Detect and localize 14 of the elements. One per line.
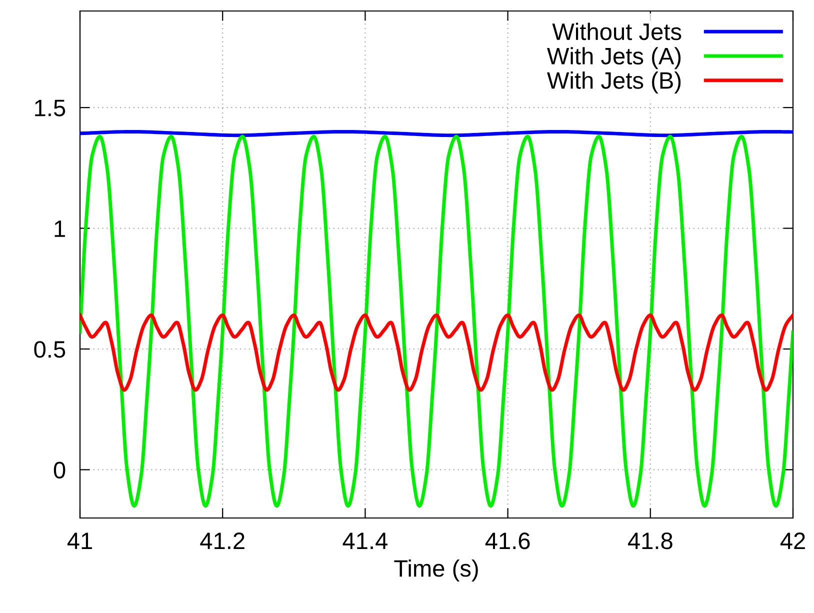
x-tick-label: 41.8 — [628, 532, 672, 550]
y-tick-label: 1.5 — [35, 100, 66, 116]
x-tick-label: 41.2 — [200, 532, 244, 549]
x-tick-label: 41 — [67, 532, 92, 549]
y-tick-label: 0 — [54, 462, 66, 478]
legend-label: With Jets (A) — [547, 47, 681, 70]
legend-label: With Jets (B) — [547, 72, 681, 94]
x-tick-label: 41.4 — [342, 532, 388, 549]
x-axis-title: Time (s) — [394, 559, 478, 582]
x-tick-label: 41.6 — [485, 532, 530, 550]
legend-label: Without Jets — [552, 22, 682, 40]
y-tick-label: 0.5 — [34, 341, 66, 358]
x-tick-label: 42 — [780, 532, 805, 549]
y-tick-label: 1 — [54, 220, 65, 237]
